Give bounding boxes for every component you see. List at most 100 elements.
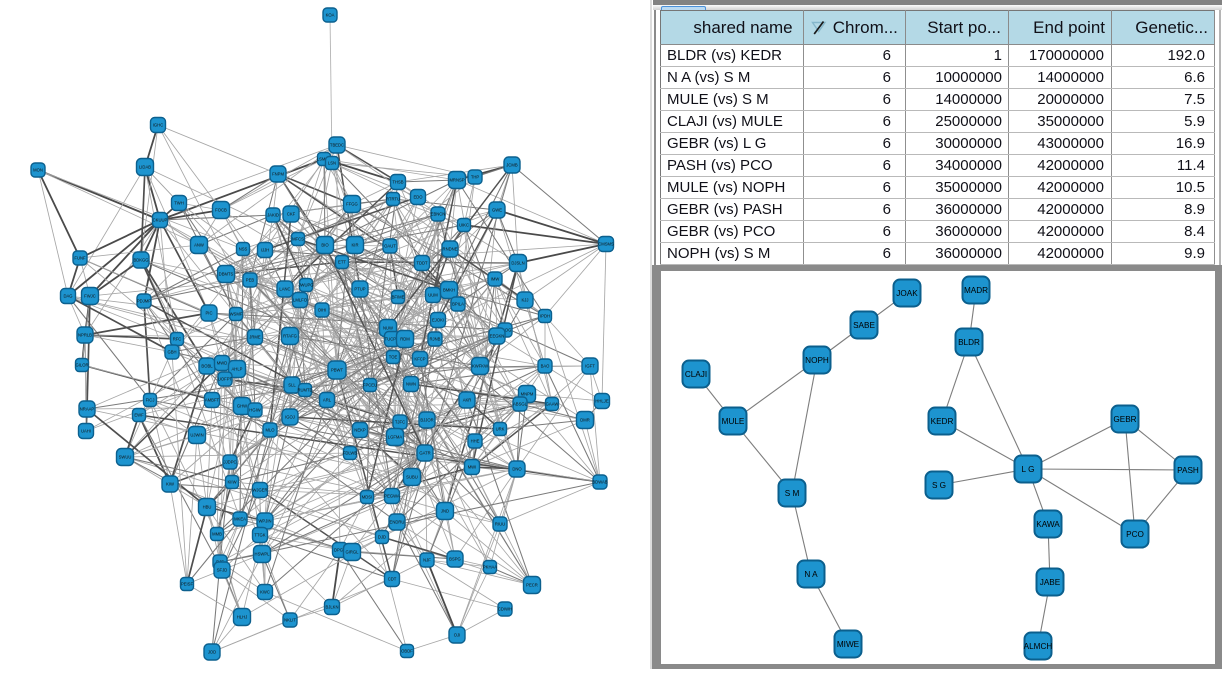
svg-text:AHLP: AHLP (232, 367, 243, 372)
svg-text:IGOJ: IGOJ (285, 415, 295, 420)
svg-text:NRAAP: NRAAP (80, 407, 95, 412)
svg-text:SLL: SLL (288, 383, 296, 388)
svg-text:UJWIN: UJWIN (190, 433, 203, 438)
svg-text:KAWA: KAWA (1036, 520, 1060, 529)
svg-text:MMB: MMB (212, 532, 222, 537)
svg-text:JRME: JRME (249, 335, 261, 340)
svg-text:URK: URK (496, 427, 505, 432)
svg-text:UIKC: UIKC (459, 223, 469, 228)
svg-text:ARL: ARL (323, 398, 332, 403)
svg-text:HGIW: HGIW (249, 408, 260, 413)
svg-text:SUBU: SUBU (406, 475, 418, 480)
svg-text:PTUP: PTUP (354, 287, 365, 292)
svg-text:KIIW: KIIW (227, 480, 236, 485)
svg-text:FNPM: FNPM (272, 172, 284, 177)
svg-text:BDKGG: BDKGG (133, 258, 148, 263)
svg-text:TBEDC: TBEDC (330, 143, 344, 148)
svg-text:RNDNE: RNDNE (443, 247, 458, 252)
svg-text:EWF: EWF (134, 413, 144, 418)
svg-text:CDIWH: CDIWH (498, 607, 512, 612)
svg-text:FOCB: FOCB (215, 208, 227, 213)
svg-text:KIW: KIW (166, 482, 174, 487)
svg-text:IMW: IMW (491, 277, 500, 282)
svg-text:LSN: LSN (328, 161, 336, 166)
svg-text:BMKH: BMKH (443, 288, 455, 293)
svg-text:CLAJI: CLAJI (685, 370, 707, 379)
svg-text:UAHI: UAHI (81, 429, 91, 434)
svg-text:LIDAB: LIDAB (139, 165, 151, 170)
svg-text:PASH: PASH (1177, 466, 1199, 475)
svg-text:MADR: MADR (964, 286, 988, 295)
svg-text:JABE: JABE (1040, 578, 1061, 587)
svg-text:KJJ: KJJ (522, 298, 529, 303)
svg-text:SABE: SABE (853, 321, 875, 330)
svg-text:JWUPG: JWUPG (298, 283, 313, 288)
svg-text:DBMTS: DBMTS (219, 272, 234, 277)
svg-text:GWE: GWE (492, 208, 502, 213)
svg-text:GHW: GHW (237, 404, 247, 409)
svg-text:PECR: PECR (526, 583, 538, 588)
svg-text:BFIME: BFIME (392, 295, 405, 300)
svg-text:ETT: ETT (338, 260, 346, 265)
svg-text:CKF: CKF (287, 212, 296, 217)
svg-text:DMR: DMR (580, 418, 590, 423)
svg-text:RUMTD: RUMTD (297, 388, 312, 393)
svg-text:FWJC: FWJC (84, 294, 96, 299)
svg-text:MRNSP: MRNSP (449, 178, 464, 183)
svg-text:RFC: RFC (173, 337, 182, 342)
svg-text:RIUU: RIUU (495, 522, 505, 527)
svg-text:THSB: THSB (392, 180, 403, 185)
svg-text:JCMB: JCMB (506, 163, 518, 168)
svg-text:NKLIT: NKLIT (284, 618, 296, 623)
svg-text:RDM: RDM (400, 337, 410, 342)
svg-text:DNO: DNO (512, 467, 522, 472)
svg-text:RTAFG: RTAFG (283, 334, 297, 339)
svg-text:KOA: KOA (326, 13, 335, 18)
svg-text:WSMF: WSMF (230, 312, 243, 317)
svg-text:SWUU: SWUU (119, 455, 132, 460)
svg-text:MWI: MWI (468, 465, 477, 470)
svg-text:MIWE: MIWE (837, 640, 860, 649)
svg-text:KFCP: KFCP (414, 357, 425, 362)
svg-text:TWH: TWH (174, 201, 184, 206)
svg-text:TTGK: TTGK (254, 533, 265, 538)
svg-text:TDDT: TDDT (416, 261, 428, 266)
svg-text:JAKID: JAKID (267, 213, 279, 218)
svg-text:LMLFO: LMLFO (293, 298, 308, 303)
svg-text:BLDR: BLDR (958, 338, 980, 347)
svg-text:FUNF: FUNF (74, 256, 86, 261)
svg-text:MON: MON (33, 168, 43, 173)
svg-text:MNPM: MNPM (521, 392, 534, 397)
svg-text:OIHI: OIHI (318, 308, 327, 313)
svg-text:PIC: PIC (206, 311, 213, 316)
svg-text:PCO: PCO (1126, 530, 1144, 539)
svg-text:JJDPC: JJDPC (223, 460, 236, 465)
svg-text:LGFMA: LGFMA (388, 435, 403, 440)
svg-text:EBNCN: EBNCN (431, 212, 446, 217)
svg-text:PEGWA: PEGWA (384, 494, 400, 499)
svg-text:PEB: PEB (246, 278, 255, 283)
svg-text:FDLWB: FDLWB (343, 451, 358, 456)
svg-text:WJGER: WJGER (252, 488, 267, 493)
svg-text:FICJ: FICJ (146, 398, 155, 403)
svg-text:BIO: BIO (321, 243, 329, 248)
svg-text:BJLKN: BJLKN (325, 605, 338, 610)
svg-text:N A: N A (804, 570, 818, 579)
svg-text:DPGU: DPGU (334, 548, 346, 553)
svg-text:PDJMP: PDJMP (137, 299, 151, 304)
svg-text:RTRTU: RTRTU (386, 197, 400, 202)
svg-text:UUM: UUM (428, 293, 438, 298)
svg-text:LANC: LANC (279, 287, 290, 292)
svg-text:BOBL: BOBL (201, 364, 213, 369)
svg-text:PKHAA: PKHAA (483, 565, 497, 570)
svg-text:S M: S M (785, 489, 800, 498)
svg-text:MWD: MWD (217, 361, 227, 366)
svg-text:EJOKI: EJOKI (432, 318, 444, 323)
svg-text:MLO: MLO (265, 428, 275, 433)
svg-text:KEDR: KEDR (931, 417, 954, 426)
svg-text:CKUUP: CKUUP (153, 218, 168, 223)
svg-text:GIRGL: GIRGL (345, 550, 359, 555)
svg-text:OBDF: OBDF (401, 649, 413, 654)
svg-text:NPRLB: NPRLB (78, 333, 92, 338)
svg-text:DJD: DJD (378, 535, 386, 540)
